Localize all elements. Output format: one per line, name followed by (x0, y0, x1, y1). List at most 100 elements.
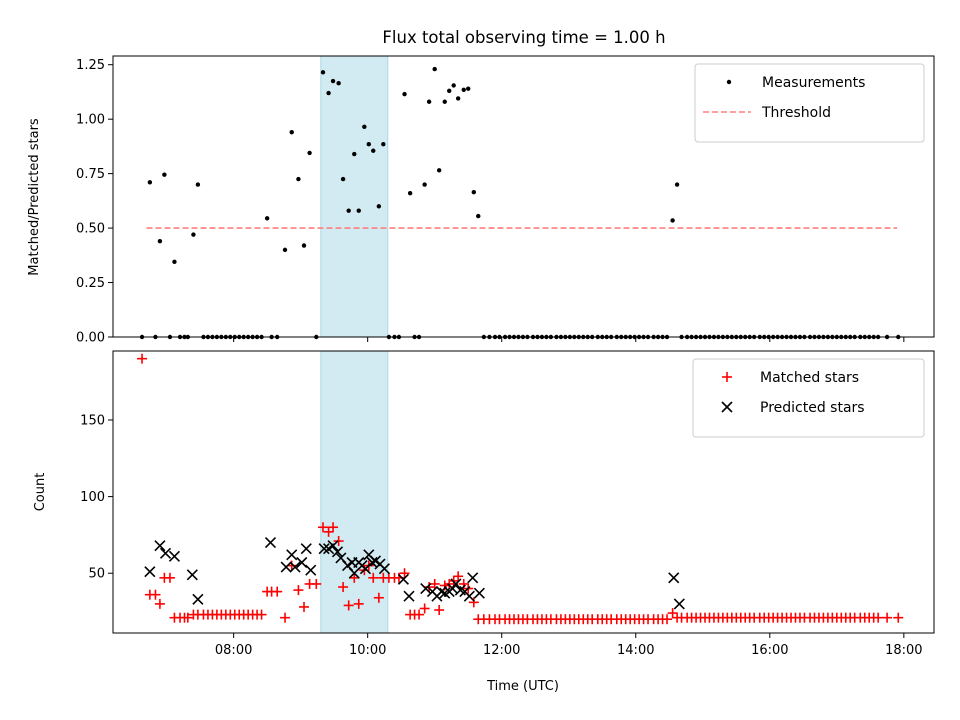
x-tick-label: 10:00 (349, 643, 386, 658)
measurement-point (371, 148, 376, 153)
matched-star-point (349, 572, 360, 583)
predicted-star-point (435, 586, 447, 598)
measurement-point (191, 232, 196, 237)
matched-star-point (399, 568, 410, 579)
matched-star-point (368, 572, 379, 583)
matched-star-point (468, 597, 479, 608)
predicted-star-point (289, 561, 301, 573)
matched-star-point (424, 582, 435, 593)
measurement-point (264, 216, 270, 221)
matched-star-point (353, 598, 364, 609)
y-tick-label: 0.25 (76, 276, 105, 291)
measurement-point (362, 124, 367, 129)
measurement-point (447, 88, 452, 94)
measurement-point (442, 99, 447, 104)
y-tick-label: 0.00 (76, 331, 105, 346)
matched-star-point (338, 582, 349, 593)
panel-ratio-frame (112, 55, 935, 338)
measurement-point (436, 168, 442, 173)
matched-star-point (328, 522, 339, 533)
predicted-star-point (159, 547, 172, 559)
matched-star-point (662, 614, 673, 625)
measurement-point (282, 247, 288, 253)
measurement-point (356, 208, 361, 213)
predicted-star-point (144, 566, 156, 578)
measurement-point (366, 142, 371, 147)
predicted-star-point (668, 572, 680, 584)
predicted-star-point (420, 582, 432, 595)
measurement-point (172, 259, 177, 265)
panel-count-ylabel: Count (33, 473, 48, 512)
measurement-point (289, 130, 294, 135)
predicted-star-point (300, 543, 312, 555)
legend-box (694, 63, 925, 143)
measurement-point (466, 86, 471, 91)
matched-star-point (299, 601, 310, 612)
predicted-star-point (154, 540, 166, 552)
panel-ratio: 0.00 0.25 0.50 0.75 1.00 1.25 Matched/Predict… (27, 55, 935, 346)
y-tick-label: 100 (80, 490, 105, 505)
measurement-point (471, 189, 476, 195)
highlight-span (320, 56, 388, 337)
predicted-star-point (296, 556, 308, 569)
measurement-point (320, 70, 326, 75)
predicted-star-point (280, 561, 292, 573)
measurement-point (330, 78, 336, 84)
predicted-star-point (403, 590, 415, 602)
measurement-point (451, 83, 456, 88)
predicted-star-point (192, 593, 204, 605)
panel-count: 50 100 150 08:00 10:00 12:00 14:00 16:00 18:00 C… (33, 350, 935, 694)
measurement-point (296, 176, 301, 182)
predicted-star-point (286, 549, 298, 561)
legend-predicted-swatch (721, 401, 733, 413)
matched-star-point (164, 572, 175, 583)
measurement-point (402, 91, 407, 97)
predicted-star-point (305, 564, 317, 576)
panel-count-xlabel: Time (UTC) (486, 679, 559, 694)
y-tick-label: 1.00 (76, 113, 105, 128)
measurement-point (307, 150, 312, 156)
measurement-point (195, 182, 201, 187)
matched-star-point (373, 592, 384, 603)
y-tick-label: 0.50 (76, 222, 105, 237)
measurement-point (674, 182, 680, 187)
matched-star-point (272, 586, 283, 597)
legend-label: Threshold (761, 105, 831, 121)
x-tick-label: 18:00 (885, 643, 922, 658)
measurement-point (432, 66, 437, 72)
x-tick-label: 16:00 (751, 643, 788, 658)
legend-box (692, 358, 925, 438)
y-tick-label: 50 (88, 567, 105, 582)
measurement-point (352, 151, 357, 157)
predicted-star-point (327, 540, 339, 552)
y-tick-label: 0.75 (76, 167, 105, 182)
matched-star-point (873, 612, 884, 623)
measurement-point (162, 172, 167, 177)
measurement-point (407, 191, 413, 196)
matched-star-point (434, 605, 445, 616)
matched-star-point (882, 612, 893, 623)
predicted-star-point (318, 543, 330, 555)
measurement-point (461, 87, 466, 92)
matched-star-point (414, 609, 425, 620)
panel-ratio-ylabel: Matched/Predicted stars (27, 118, 42, 276)
matched-star-point (182, 612, 193, 623)
matched-star-point (137, 353, 148, 364)
matched-star-point (311, 578, 322, 589)
x-tick-label: 14:00 (617, 643, 654, 658)
measurement-point (336, 81, 341, 86)
chart-title: Flux total observing time = 1.00 h (382, 28, 665, 47)
matched-star-point (323, 526, 334, 537)
x-tick-label: 12:00 (483, 643, 520, 658)
legend-label: Predicted stars (760, 400, 865, 416)
predicted-star-point (186, 569, 198, 581)
measurement-point (476, 213, 481, 219)
predicted-star-point (463, 590, 475, 602)
predicted-star-point (168, 550, 181, 562)
predicted-star-point (331, 546, 344, 558)
predicted-star-point (397, 573, 409, 585)
predicted-star-point (264, 537, 277, 549)
matched-star-point (333, 536, 344, 547)
x-tick-label: 08:00 (215, 643, 252, 658)
